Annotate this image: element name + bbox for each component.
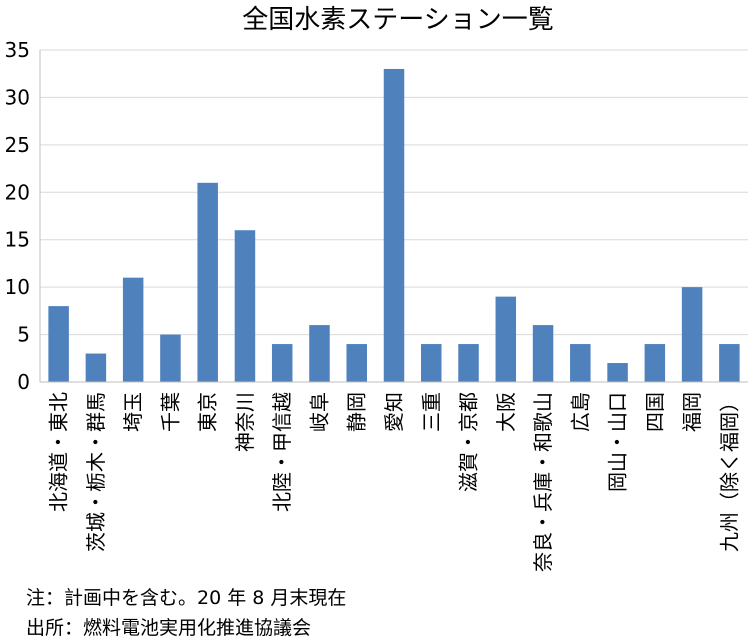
x-category-label: 大阪 — [494, 392, 518, 432]
x-category-label: 岐阜 — [307, 392, 331, 432]
bar — [570, 344, 591, 382]
bar — [607, 363, 628, 382]
x-category-label: 四国 — [643, 392, 667, 432]
x-category-label: 北陸・甲信越 — [270, 392, 294, 512]
chart-title: 全国水素ステーション一覧 — [242, 5, 553, 35]
bar — [346, 344, 367, 382]
y-tick-label: 25 — [5, 133, 30, 157]
chart-source: 出所：燃料電池実用化推進協議会 — [26, 617, 312, 639]
bar — [719, 344, 740, 382]
x-category-label: 福岡 — [680, 392, 704, 432]
bar — [644, 344, 666, 382]
y-tick-label: 20 — [5, 180, 30, 204]
x-axis-category-labels: 北海道・東北 茨城・栃木・群馬 埼玉 千葉 東京 神奈川 北陸・甲信越 岐阜 静岡 愛知 三重 滋賀・… — [47, 392, 742, 572]
x-category-label: 北海道・東北 — [47, 392, 71, 512]
bar — [234, 230, 256, 382]
x-category-label: 静岡 — [345, 392, 369, 432]
axes — [39, 50, 748, 383]
x-category-label: 三重 — [419, 392, 443, 432]
bar — [160, 334, 181, 382]
y-tick-label: 10 — [5, 275, 30, 299]
bar — [309, 325, 330, 382]
bars — [48, 68, 740, 382]
y-axis-ticks: 0 5 10 15 20 25 30 35 — [5, 38, 30, 394]
x-category-label: 愛知 — [382, 392, 406, 432]
x-category-label: 千葉 — [158, 392, 182, 432]
x-category-label: 滋賀・京都 — [457, 392, 481, 492]
bar — [532, 325, 554, 382]
x-category-label: 東京 — [196, 392, 220, 432]
x-category-label: 神奈川 — [233, 392, 257, 452]
bar — [681, 287, 703, 382]
bar — [197, 182, 218, 382]
x-category-label: 九州（除く福岡） — [717, 392, 741, 552]
y-tick-label: 35 — [5, 38, 30, 62]
bar — [421, 344, 442, 382]
bar — [271, 344, 293, 382]
chart-note: 注：計画中を含む。20 年 8 月末現在 — [26, 587, 347, 609]
bar — [122, 277, 144, 382]
x-category-label: 茨城・栃木・群馬 — [84, 392, 108, 552]
x-category-label: 岡山・山口 — [606, 392, 630, 492]
y-tick-label: 30 — [5, 85, 30, 109]
x-category-label: 奈良・兵庫・和歌山 — [531, 392, 555, 572]
y-tick-label: 0 — [17, 370, 30, 394]
x-category-label: 広島 — [568, 392, 592, 432]
bar — [495, 296, 517, 382]
y-tick-label: 5 — [17, 323, 30, 347]
bar — [383, 68, 405, 382]
bar — [48, 306, 69, 382]
bar — [458, 344, 479, 382]
bar — [85, 353, 107, 382]
y-tick-label: 15 — [5, 228, 30, 252]
x-category-label: 埼玉 — [121, 392, 145, 432]
